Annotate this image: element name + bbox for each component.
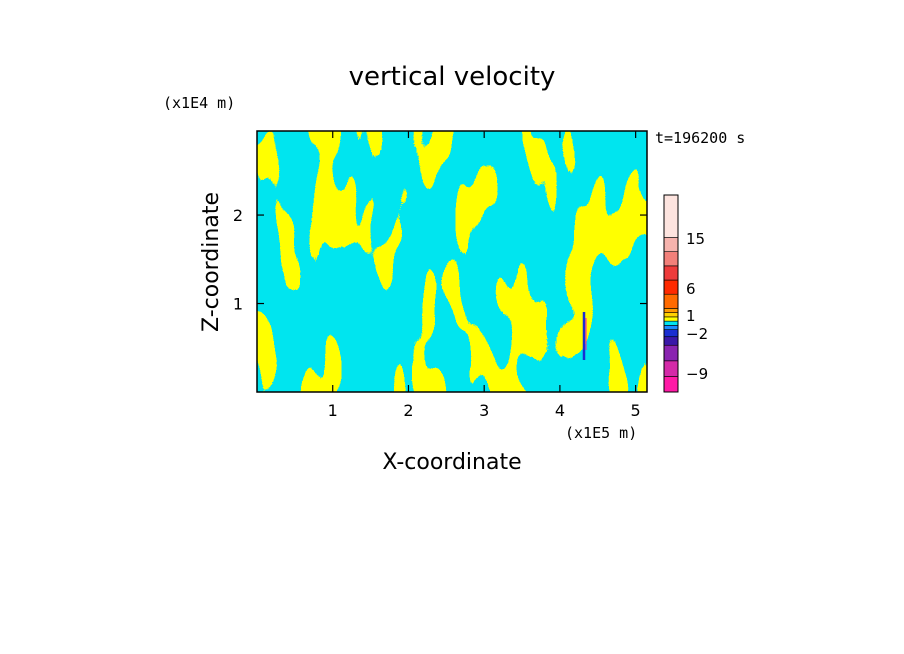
- colorbar-level-label: −9: [686, 365, 708, 383]
- x-tick-label: 4: [555, 401, 565, 420]
- colorbar-labels: −9 −21 6 15: [686, 230, 708, 383]
- colorbar-level-label: −2: [686, 325, 708, 343]
- x-tick-label: 2: [403, 401, 413, 420]
- colorbar-segment: [663, 293, 679, 309]
- time-label: t=196200 s: [655, 129, 745, 147]
- x-tick-label: 5: [631, 401, 641, 420]
- colorbar-segment: [663, 344, 679, 362]
- chart-title: vertical velocity: [349, 62, 556, 92]
- y-axis-ticks: 12: [233, 206, 647, 314]
- colorbar-segment: [663, 360, 679, 377]
- colorbar-segment: [663, 329, 679, 338]
- x-axis-label: X-coordinate: [382, 450, 521, 475]
- plot-area: [257, 131, 647, 392]
- colorbar-segment: [663, 279, 679, 295]
- colorbar-segment: [663, 316, 679, 322]
- y-tick-label: 1: [233, 295, 243, 314]
- colorbar-level-label: 6: [686, 280, 696, 298]
- colorbar-segment: [663, 308, 679, 313]
- positive-velocity-field: [257, 131, 647, 392]
- x-unit-label: (x1E5 m): [565, 424, 637, 442]
- colorbar-segment: [663, 265, 679, 281]
- colorbar-level-label: 15: [686, 230, 705, 248]
- colorbar-segment: [663, 376, 679, 393]
- colorbar-segment: [663, 237, 679, 252]
- plot-frame: [256, 130, 648, 393]
- colorbar-level-label: 1: [686, 307, 696, 325]
- x-axis-ticks: 1 2 3 4 5: [328, 131, 641, 420]
- y-axis-label: Z-coordinate: [199, 192, 224, 332]
- colorbar-segment: [663, 320, 679, 326]
- colorbar-segment: [663, 251, 679, 267]
- colorbar-segment: [663, 325, 679, 330]
- updraft-core-marker: [582, 312, 587, 360]
- y-tick-label: 2: [233, 206, 243, 225]
- colorbar-segment: [663, 312, 679, 318]
- colorbar-segment: [663, 194, 679, 238]
- y-unit-label: (x1E4 m): [163, 94, 235, 112]
- x-tick-label: 3: [479, 401, 489, 420]
- colorbar-frame: [663, 194, 679, 393]
- colorbar-segment: [663, 336, 679, 346]
- x-tick-label: 1: [328, 401, 338, 420]
- colorbar: [663, 194, 679, 393]
